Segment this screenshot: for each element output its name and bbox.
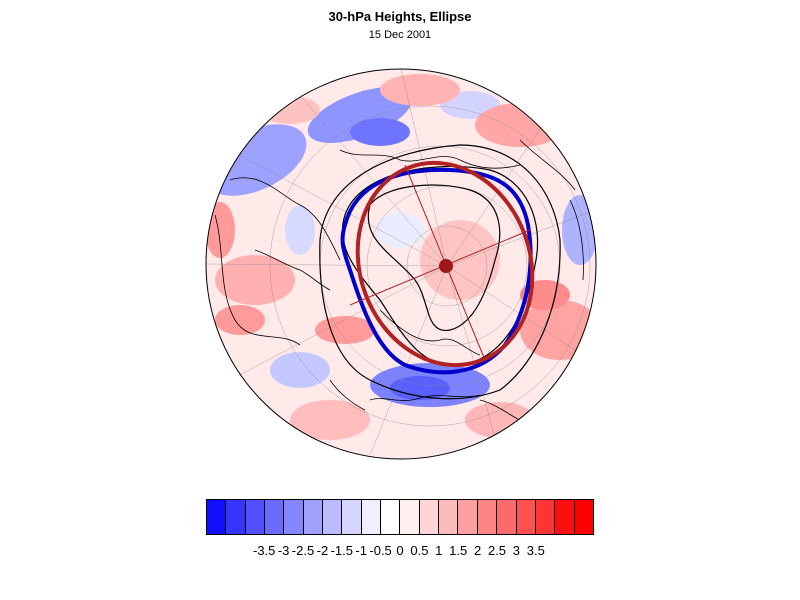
colorbar-tick-label: 2 <box>473 543 482 558</box>
colorbar-cell <box>226 500 246 534</box>
colorbar-cell <box>497 500 517 534</box>
colorbar-cell <box>284 500 304 534</box>
colorbar-tick-label: -0.5 <box>369 543 392 558</box>
polar-map <box>205 68 597 460</box>
colorbar-cell <box>323 500 343 534</box>
colorbar-tick-label: -3 <box>277 543 290 558</box>
colorbar-cell <box>477 500 498 534</box>
observed-vortex-edge <box>340 167 533 375</box>
ellipse-center-marker <box>439 259 453 273</box>
colorbar-tick-label: 3 <box>512 543 521 558</box>
colorbar-tick-labels: -3.5 -3 -2.5 -2 -1.5 -1 -0.5 0 0.5 1 1.5 2 2.5 3 3.5 <box>0 543 800 561</box>
colorbar-tick-label: -2 <box>316 543 329 558</box>
colorbar-cell <box>303 500 324 534</box>
colorbar-cell <box>555 500 575 534</box>
height-contour <box>367 184 501 331</box>
height-contour <box>319 144 561 400</box>
colorbar <box>206 499 594 535</box>
colorbar-cell <box>535 500 556 534</box>
colorbar-cell <box>400 500 420 534</box>
colorbar-cell <box>419 500 440 534</box>
graticule <box>206 69 596 456</box>
colorbar-tick-label: 2.5 <box>487 543 507 558</box>
colorbar-tick-label: -3.5 <box>252 543 276 558</box>
colorbar-cell <box>342 500 362 534</box>
globe-outline <box>205 68 597 460</box>
colorbar-tick-label: 0 <box>396 543 404 558</box>
colorbar-tick-label: 0.5 <box>410 543 429 558</box>
colorbar-tick-label: 1.5 <box>449 543 468 558</box>
colorbar-tick-label: -1 <box>355 543 367 558</box>
map-title: 30-hPa Heights, Ellipse <box>328 9 472 24</box>
colorbar-cell <box>574 500 593 534</box>
colorbar-cell <box>265 500 285 534</box>
colorbar-cell <box>207 500 227 534</box>
fitted-ellipse <box>355 160 535 368</box>
colorbar-cell <box>439 500 459 534</box>
colorbar-cell <box>245 500 266 534</box>
colorbar-tick-label: 3.5 <box>526 543 545 558</box>
map-date: 15 Dec 2001 <box>368 29 432 41</box>
colorbar-cell <box>458 500 478 534</box>
colorbar-cell <box>516 500 536 534</box>
colorbar-cell <box>361 500 382 534</box>
colorbar-cell <box>381 500 401 534</box>
colorbar-tick-label: -2.5 <box>291 543 315 558</box>
colorbar-tick-label: 1 <box>435 543 443 558</box>
colorbar-tick-label: -1.5 <box>330 543 353 558</box>
